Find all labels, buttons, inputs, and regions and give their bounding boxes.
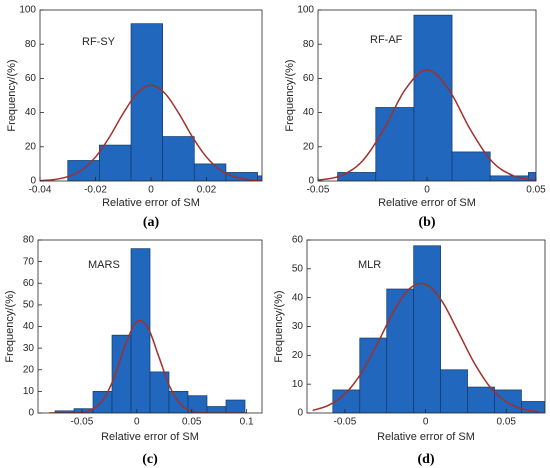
y-tick-label: 70 <box>23 256 35 267</box>
x-axis-label: Relative error of SM <box>102 197 200 209</box>
panel: 0 10 20 30 40 50 60 -0.05 0 0.05 Relative error of… <box>273 235 546 467</box>
annotation: MARS <box>88 259 120 271</box>
y-axis-label: Frequency/(%) <box>4 290 16 362</box>
x-tick-label: -0.05 <box>71 417 94 428</box>
bar <box>413 245 441 413</box>
caption: (d) <box>417 452 434 467</box>
annotation: MLR <box>358 259 381 271</box>
bar <box>359 337 388 413</box>
y-tick-label: 20 <box>303 141 315 152</box>
y-axis-label: Frequency/(%) <box>284 59 296 131</box>
caption: (a) <box>143 215 160 230</box>
x-tick-label: 0 <box>423 417 429 428</box>
x-tick-label: -0.05 <box>307 185 330 196</box>
bar <box>99 144 132 181</box>
y-tick-label: 30 <box>23 343 35 354</box>
bar <box>162 136 195 181</box>
annotation: RF-SY <box>82 36 116 48</box>
x-tick-label: 0.1 <box>240 417 254 428</box>
fit-curve <box>40 84 262 181</box>
y-tick-label: 80 <box>25 39 37 50</box>
bar <box>528 172 536 181</box>
x-tick-label: 0.02 <box>197 185 217 196</box>
y-tick-label: 20 <box>23 364 35 375</box>
y-tick-label: 100 <box>297 5 314 16</box>
bar <box>193 163 227 181</box>
y-tick-label: 60 <box>25 73 37 84</box>
y-tick-label: 100 <box>19 5 36 16</box>
y-tick-label: 40 <box>23 321 35 332</box>
caption: (c) <box>142 452 158 467</box>
x-axis-label: Relative error of SM <box>378 197 476 209</box>
x-tick-label: 0 <box>148 185 154 196</box>
bar <box>67 160 100 181</box>
y-tick-label: 80 <box>303 39 315 50</box>
y-tick-label: 0 <box>30 176 36 187</box>
bar <box>467 386 495 413</box>
bar <box>386 288 415 413</box>
x-tick-label: -0.04 <box>29 185 52 196</box>
y-tick-label: 40 <box>25 107 37 118</box>
x-tick-label: 0.05 <box>526 185 546 196</box>
bar <box>494 389 522 413</box>
y-tick-label: 60 <box>303 73 315 84</box>
bar <box>440 369 468 413</box>
y-tick-label: 60 <box>23 278 35 289</box>
x-tick-label: 0 <box>424 185 430 196</box>
y-tick-label: 40 <box>303 107 315 118</box>
y-tick-label: 60 <box>292 235 304 246</box>
y-tick-label: 0 <box>28 408 34 419</box>
fit-curve <box>312 282 539 413</box>
y-tick-label: 10 <box>292 379 304 390</box>
bar <box>521 401 545 413</box>
bar <box>187 395 208 413</box>
x-tick-label: -0.05 <box>334 417 357 428</box>
bar <box>130 23 164 181</box>
plot-area <box>40 23 262 181</box>
x-tick-label: -0.02 <box>84 185 107 196</box>
x-tick-label: 0.05 <box>497 417 517 428</box>
y-tick-label: 10 <box>23 386 35 397</box>
bar <box>225 399 246 413</box>
plot-area <box>318 14 536 181</box>
panel: 0 10 20 30 40 50 60 70 80 -0.05 0 0.05 0.1 Relative e… <box>4 235 263 467</box>
y-tick-label: 0 <box>297 408 303 419</box>
y-tick-label: 20 <box>25 141 37 152</box>
y-tick-label: 20 <box>292 350 304 361</box>
y-axis-label: Frequency/(%) <box>6 59 18 131</box>
caption: (b) <box>418 215 435 230</box>
bar <box>257 175 262 181</box>
x-axis-label: Relative error of SM <box>377 431 475 443</box>
y-tick-label: 40 <box>292 292 304 303</box>
x-tick-label: 0 <box>134 417 140 428</box>
bar <box>206 406 227 413</box>
y-tick-label: 80 <box>23 235 35 246</box>
fit-curve <box>318 69 536 181</box>
x-axis-label: Relative error of SM <box>101 431 199 443</box>
x-tick-label: 0.05 <box>182 417 202 428</box>
bar <box>451 151 491 181</box>
plot-area <box>48 248 247 413</box>
bar <box>92 391 113 413</box>
bar <box>413 14 453 181</box>
y-tick-label: 50 <box>23 300 35 311</box>
y-axis-label: Frequency/(%) <box>273 290 285 362</box>
bar <box>375 107 415 181</box>
y-tick-label: 50 <box>292 263 304 274</box>
y-tick-label: 0 <box>308 176 314 187</box>
plot-area <box>312 245 545 413</box>
y-tick-label: 30 <box>292 321 304 332</box>
annotation: RF-AF <box>370 34 403 46</box>
bar <box>130 248 151 413</box>
